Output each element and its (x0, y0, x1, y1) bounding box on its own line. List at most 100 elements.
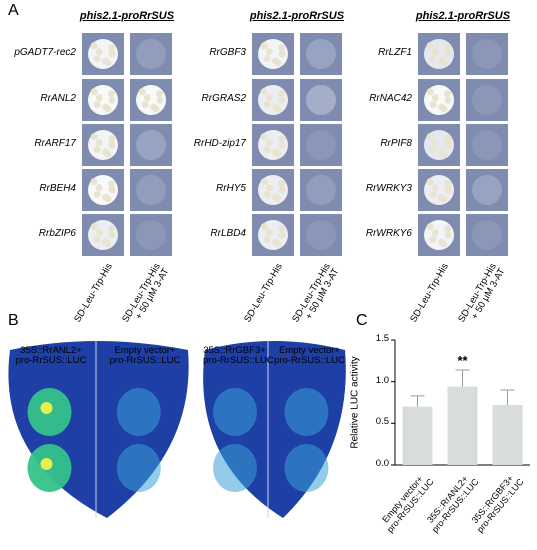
error-bar (455, 369, 470, 387)
colony-spot (278, 96, 286, 104)
colony-spot (265, 229, 273, 237)
plate-well (466, 214, 508, 256)
group-title: phis2.1-proRrSUS (79, 10, 175, 22)
colony-spot (429, 100, 437, 108)
plate-well (466, 124, 508, 166)
colony-spot (95, 229, 103, 237)
colony (472, 85, 502, 115)
colony-spot (90, 133, 98, 141)
colony-spot (95, 184, 103, 192)
luc-hotspot (40, 402, 53, 414)
colony-spot (426, 88, 434, 96)
y-tick-label: 0.5 (375, 416, 389, 428)
colony (472, 175, 502, 205)
colony-spot (108, 96, 116, 104)
panel-label: A (8, 2, 19, 19)
colony-spot (278, 225, 286, 233)
colony (306, 85, 336, 115)
construct-label: Empty vector+ pro-RrSUS::LUC (109, 345, 181, 367)
plate-well (130, 214, 172, 256)
colony-spot (102, 148, 110, 156)
colony-spot (278, 44, 286, 52)
significance-mark: ** (457, 353, 468, 368)
colony-spot (444, 141, 452, 149)
construct-label: 35S::RrANL2+ pro-RrSUS::LUC (15, 345, 87, 367)
plate-well (130, 169, 172, 211)
colony-spot (272, 148, 280, 156)
plate-well (300, 33, 342, 75)
colony-spot (263, 190, 271, 198)
colony-spot (108, 50, 116, 58)
error-bar (410, 395, 425, 407)
colony-spot (438, 238, 446, 246)
colony-spot (260, 88, 268, 96)
colony-spot (260, 178, 268, 186)
colony-spot (265, 48, 273, 56)
colony (306, 39, 336, 69)
colony-spot (263, 145, 271, 153)
colony-spot (429, 190, 437, 198)
colony-spot (272, 103, 280, 111)
bar (447, 386, 478, 465)
colony-spot (438, 103, 446, 111)
row-label: RrLBD4 (210, 228, 246, 239)
group-title: phis2.1-proRrSUS (249, 10, 345, 22)
bar (492, 405, 523, 465)
colony (136, 220, 166, 250)
colony-spot (444, 186, 452, 194)
colony-spot (438, 148, 446, 156)
luc-signal (116, 388, 161, 436)
colony-spot (108, 180, 116, 188)
colony (306, 175, 336, 205)
colony (306, 130, 336, 160)
row-label: RrBEH4 (39, 183, 76, 194)
colony (136, 39, 166, 69)
colony-spot (265, 184, 273, 192)
colony-spot (260, 223, 268, 231)
colony-spot (444, 50, 452, 58)
colony-spot (272, 57, 280, 65)
y-tick-label: 1.0 (375, 374, 389, 386)
colony-spot (150, 103, 158, 111)
colony-spot (95, 139, 103, 147)
colony-spot (278, 186, 286, 194)
colony (136, 130, 166, 160)
panel-label: B (8, 312, 19, 329)
colony (306, 220, 336, 250)
luc-hotspot (40, 458, 53, 470)
colony-spot (444, 90, 452, 98)
plate-well (130, 124, 172, 166)
bar (402, 406, 433, 465)
colony-spot (444, 180, 452, 188)
plate-well (466, 169, 508, 211)
colony-spot (108, 186, 116, 194)
colony-spot (429, 145, 437, 153)
colony-spot (93, 190, 101, 198)
row-label: RrNAC42 (369, 93, 412, 104)
colony-spot (438, 57, 446, 65)
colony-spot (265, 139, 273, 147)
row-label: RrbZIP6 (38, 228, 76, 239)
y-axis-label: Relative LUC activity (349, 355, 361, 449)
plate-well (300, 124, 342, 166)
colony-spot (438, 193, 446, 201)
colony (472, 220, 502, 250)
colony-spot (141, 100, 149, 108)
colony-spot (426, 42, 434, 50)
colony-spot (272, 238, 280, 246)
colony-spot (278, 50, 286, 58)
row-label: pGADT7-rec2 (14, 47, 76, 58)
plate-well (466, 33, 508, 75)
colony (136, 175, 166, 205)
colony-spot (108, 225, 116, 233)
row-label: RrANL2 (40, 93, 76, 104)
colony-spot (102, 103, 110, 111)
colony-spot (263, 54, 271, 62)
panel-label: C (356, 312, 368, 329)
colony (472, 130, 502, 160)
colony-spot (429, 54, 437, 62)
row-label: RrARF17 (34, 138, 76, 149)
colony-spot (260, 133, 268, 141)
colony-spot (278, 141, 286, 149)
